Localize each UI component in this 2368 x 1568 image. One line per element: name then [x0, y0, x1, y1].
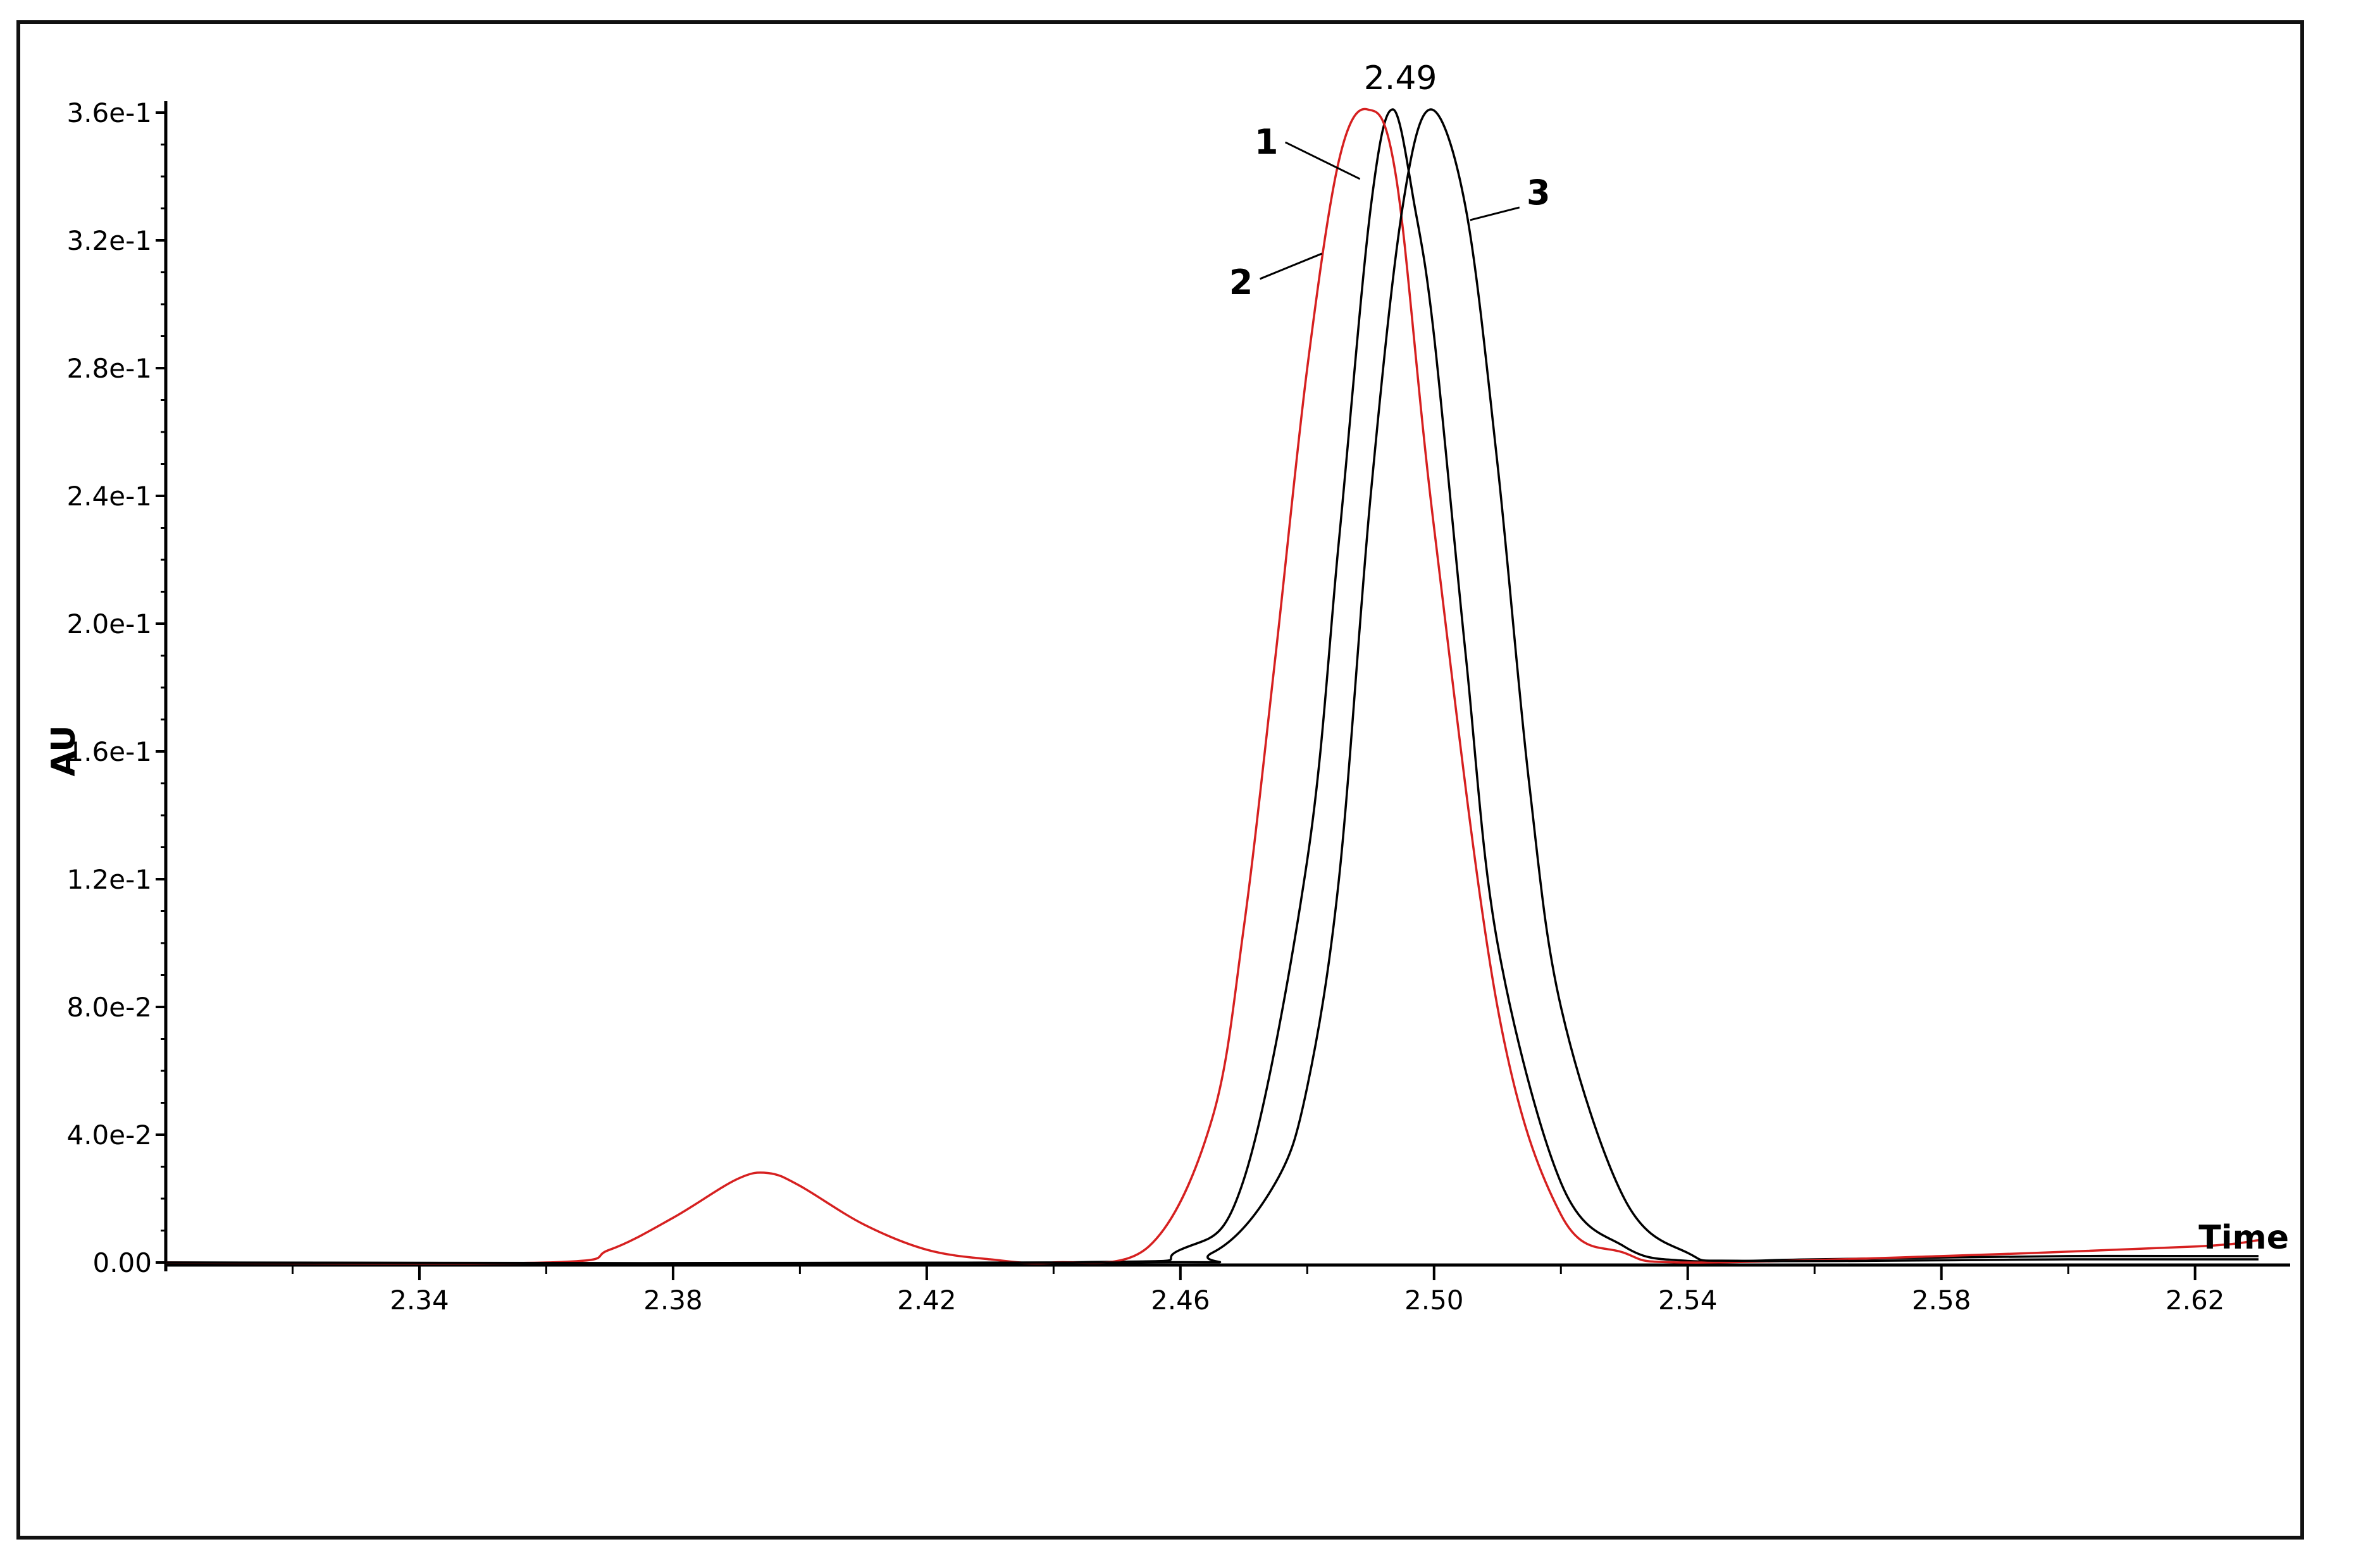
x-tick-label: 2.46: [1151, 1285, 1210, 1316]
axes: [164, 101, 2290, 1271]
x-tick-label: 2.34: [390, 1285, 449, 1316]
y-tick-label: 2.0e-1: [66, 608, 152, 639]
y-tick-label: 2.4e-1: [66, 481, 152, 512]
y-tick-label: 4.0e-2: [66, 1120, 152, 1151]
apex-annotation: 2.49: [1364, 59, 1437, 97]
y-tick-label: 3.2e-1: [66, 225, 152, 256]
series-leader-line-1: [1284, 141, 1361, 180]
x-tick-label: 2.50: [1404, 1285, 1464, 1316]
series-label-1: 1: [1255, 122, 1279, 162]
series-line-2: [165, 108, 2259, 1265]
y-tick-label: 0.00: [92, 1247, 152, 1278]
labels-layer: AU Time 2.49 1 2 3: [45, 59, 2289, 1257]
x-axis-title: Time: [2198, 1219, 2289, 1257]
y-tick-label: 3.6e-1: [66, 97, 152, 128]
x-tick-label: 2.42: [897, 1285, 957, 1316]
x-tick-label: 2.38: [643, 1285, 703, 1316]
x-tick-label: 2.62: [2166, 1285, 2225, 1316]
y-ticks: 0.00 4.0e-2 8.0e-2 1.2e-1 1.6e-1 2.0e-1 2.4e-1…: [66, 97, 166, 1278]
y-tick-label: 1.6e-1: [66, 736, 152, 767]
y-axis-title: AU: [45, 725, 83, 777]
series-label-3: 3: [1527, 173, 1551, 213]
series-line-3: [165, 108, 2259, 1264]
x-ticks: 2.34 2.38 2.42 2.46 2.50 2.54 2.58 2.62: [291, 1265, 2225, 1316]
series-label-2: 2: [1229, 262, 1253, 302]
x-tick-label: 2.54: [1658, 1285, 1718, 1316]
series-leader-line-3: [1470, 206, 1520, 221]
x-tick-label: 2.58: [1912, 1285, 1971, 1316]
series-line-1: [165, 108, 2259, 1265]
series-layer: [165, 108, 2259, 1265]
chart-frame: [16, 20, 2304, 1540]
y-tick-label: 8.0e-2: [66, 992, 152, 1023]
y-tick-label: 1.2e-1: [66, 864, 152, 895]
series-leader-line-2: [1259, 252, 1323, 280]
y-tick-label: 2.8e-1: [66, 353, 152, 384]
